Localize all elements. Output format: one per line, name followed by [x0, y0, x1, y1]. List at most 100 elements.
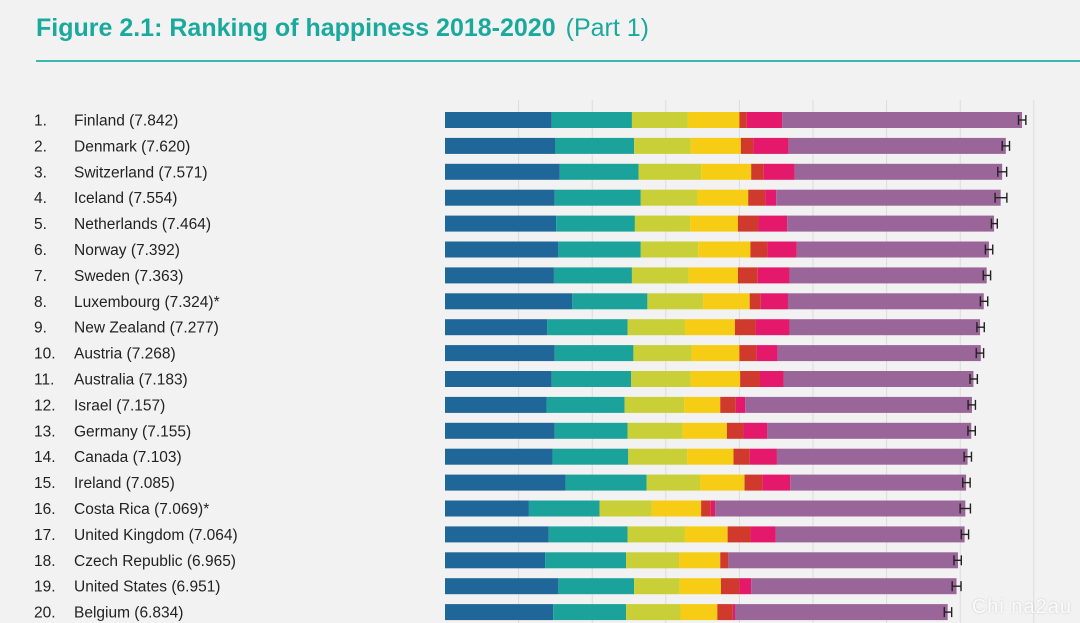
- bar-segment: [640, 189, 698, 206]
- bar-segment: [628, 448, 688, 465]
- error-bar: [979, 296, 989, 307]
- bar-segment: [743, 422, 768, 439]
- bar-segment: [690, 371, 741, 387]
- bar-segment: [638, 163, 702, 180]
- rank-label: 7.: [34, 268, 47, 285]
- error-bar: [951, 581, 962, 592]
- bar-segment: [445, 578, 559, 595]
- chart-title: Figure 2.1: Ranking of happiness 2018-20…: [36, 14, 556, 42]
- bar-segment: [701, 500, 711, 517]
- bar-segment: [721, 578, 740, 595]
- country-label: Ireland (7.085): [74, 475, 175, 492]
- bar-segment: [715, 500, 966, 517]
- bar-segment: [548, 526, 628, 543]
- bar-segment: [740, 371, 761, 387]
- rank-label: 17.: [34, 527, 56, 544]
- bar-segment: [445, 422, 555, 439]
- bar-segment: [787, 215, 995, 232]
- rank-label: 2.: [34, 138, 47, 155]
- bar-segment: [789, 319, 981, 336]
- country-label: Belgium (6.834): [74, 605, 183, 622]
- bar-segment: [765, 189, 777, 206]
- bar-segment: [646, 474, 701, 491]
- error-bar: [1017, 115, 1027, 125]
- rank-label: 16.: [34, 501, 56, 518]
- bar-segment: [627, 526, 685, 543]
- bar-segment: [776, 189, 1001, 206]
- error-bar: [984, 244, 994, 255]
- rank-label: 9.: [34, 320, 47, 337]
- rank-label: 8.: [34, 294, 47, 311]
- rank-label: 13.: [34, 423, 56, 440]
- bar-segment: [703, 293, 750, 310]
- bar-segment: [572, 293, 648, 310]
- bar-segment: [749, 448, 777, 465]
- bar-segment: [787, 293, 984, 310]
- bar-segment: [687, 448, 734, 465]
- bar-segment: [776, 448, 968, 465]
- rank-label: 1.: [34, 113, 47, 130]
- bar-segment: [679, 552, 721, 569]
- bar-segment: [789, 267, 987, 284]
- rank-label: 15.: [34, 475, 56, 492]
- bar-segment: [634, 578, 680, 595]
- error-bar: [975, 348, 985, 359]
- bar-segment: [624, 396, 685, 413]
- country-label: Canada (7.103): [74, 449, 182, 466]
- bar-segment: [554, 345, 634, 362]
- bar-segment: [758, 215, 788, 232]
- bar-segment: [783, 371, 974, 387]
- bar-segment: [626, 552, 680, 569]
- bar-segment: [734, 319, 756, 336]
- bar-segment: [746, 112, 783, 128]
- bar-segment: [737, 215, 759, 232]
- bar-segment: [796, 241, 989, 258]
- rank-label: 19.: [34, 579, 56, 596]
- bar-segment: [445, 552, 546, 569]
- bar-segment: [710, 500, 716, 517]
- bar-segment: [631, 112, 688, 128]
- error-bar: [982, 270, 992, 281]
- bar-segment: [732, 604, 735, 621]
- bar-segment: [631, 371, 691, 387]
- bar-segment: [782, 112, 1023, 128]
- country-label: Austria (7.268): [74, 346, 176, 363]
- bar-segment: [763, 163, 795, 180]
- rank-label: 10.: [34, 346, 56, 363]
- title-divider: [36, 60, 1080, 62]
- bar-segment: [717, 604, 733, 621]
- bar-segment: [631, 267, 689, 284]
- bar-segment: [565, 474, 647, 491]
- country-label: Switzerland (7.571): [74, 164, 208, 181]
- bar-segment: [445, 448, 553, 465]
- bar-segment: [445, 526, 549, 543]
- bar-segment: [767, 241, 797, 258]
- error-bar: [967, 425, 976, 436]
- error-bar: [963, 451, 973, 462]
- bar-segment: [767, 422, 972, 439]
- bar-segment: [680, 604, 718, 621]
- error-bar: [953, 555, 963, 566]
- bar-segment: [546, 396, 625, 413]
- bar-segment: [551, 112, 632, 128]
- bar-segment: [788, 137, 1006, 154]
- bar-segment: [558, 578, 635, 595]
- bar-segment: [760, 371, 784, 387]
- bar-segment: [691, 345, 740, 362]
- bar-segment: [734, 604, 948, 621]
- bar-segment: [684, 319, 735, 336]
- country-label: Finland (7.842): [74, 113, 178, 130]
- bar-segment: [445, 293, 573, 310]
- rank-label: 11.: [34, 372, 54, 389]
- bar-segment: [634, 137, 691, 154]
- bar-segment: [751, 163, 764, 180]
- bar-segment: [633, 345, 692, 362]
- bar-segment: [687, 112, 740, 128]
- bar-segment: [651, 500, 702, 517]
- bar-segment: [445, 241, 559, 258]
- bar-segment: [720, 396, 736, 413]
- bar-segment: [748, 189, 766, 206]
- error-bar: [943, 607, 953, 618]
- bar-segment: [445, 604, 554, 621]
